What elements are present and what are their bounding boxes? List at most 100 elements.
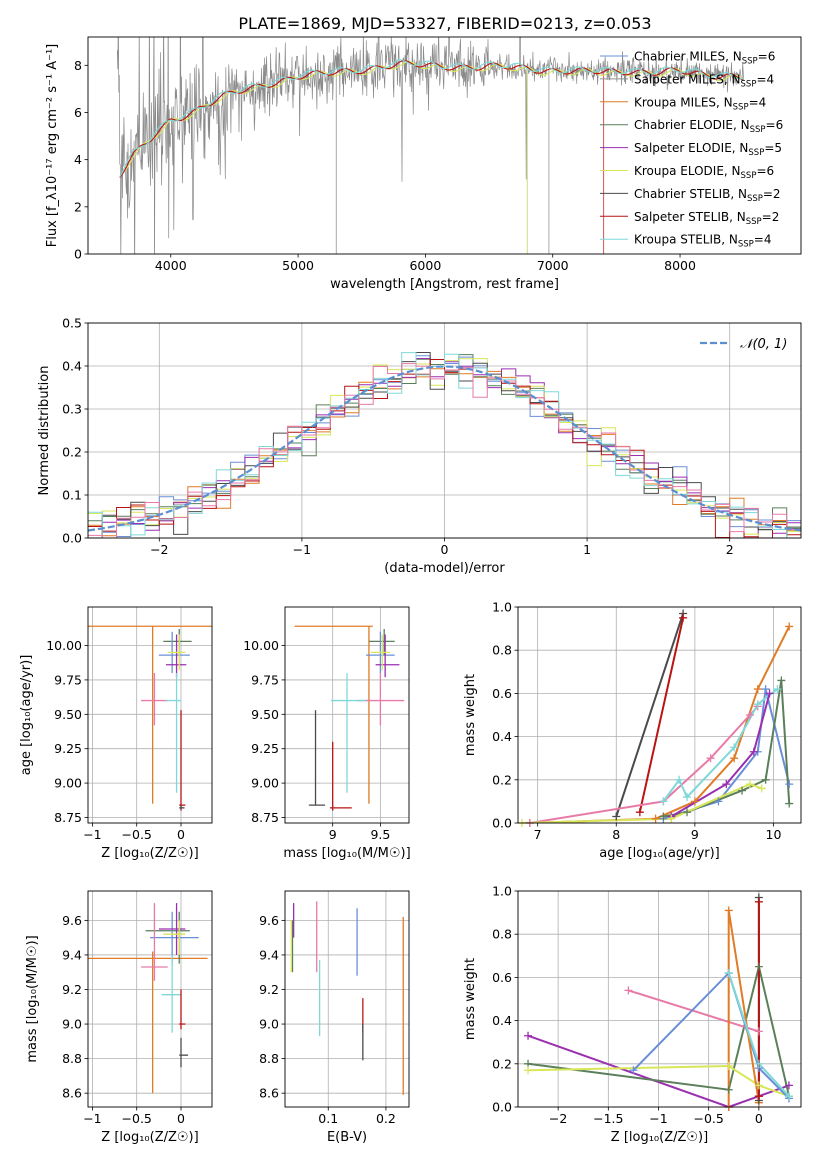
y-tick-label: 0.8 (492, 643, 512, 658)
weight-marker (706, 754, 715, 763)
legend-label: Chabrier ELODIE, NSSP=6 (634, 118, 783, 135)
panel-mass_vs_ebv: 0.1 0.2 8.6 8.8 9.0 9.2 9.4 9.6 E(B-V) (259, 890, 410, 1145)
weight-marker (784, 1092, 793, 1101)
y-tick-label: 8.75 (54, 810, 82, 825)
weight-marker (629, 1066, 638, 1075)
y-tick-label: 0.3 (62, 402, 82, 417)
legend-label: Chabrier MILES, NSSP=6 (634, 50, 775, 67)
y-tick-label: 0.0 (492, 816, 512, 831)
weight-series (638, 617, 685, 813)
y-axis-label: age [log₁₀(age/yr)] (19, 655, 34, 776)
weight-marker (722, 780, 731, 789)
weight-marker (757, 784, 766, 793)
y-tick-label: 9.50 (251, 707, 279, 722)
x-tick-label: 8000 (664, 258, 696, 273)
weight-marker (683, 808, 692, 817)
x-axis-label: Z [log₁₀(Z/Z☉)] (101, 846, 198, 861)
axes-frame (87, 606, 213, 824)
y-tick-label: 9.50 (54, 707, 82, 722)
y-tick-label: 10.00 (243, 638, 279, 653)
weight-marker (784, 1081, 793, 1090)
legend-label: Salpeter STELIB, NSSP=2 (634, 210, 779, 227)
plot-area (88, 903, 208, 1094)
y-tick-label: 8.6 (62, 1086, 82, 1101)
histogram-series (88, 363, 801, 538)
weight-marker (624, 986, 633, 995)
weight-marker (730, 743, 739, 752)
legend-label: 𝒩(0, 1) (740, 337, 787, 352)
weight-marker (714, 797, 723, 806)
weight-series (670, 693, 771, 818)
legend-label: Kroupa STELIB, NSSP=4 (634, 233, 772, 250)
x-tick-label: 0 (177, 827, 185, 842)
y-tick-label: 9.2 (62, 982, 82, 997)
axes-frame (284, 606, 410, 824)
x-tick-label: 6000 (409, 258, 441, 273)
y-tick-label: 0.2 (492, 1056, 512, 1071)
legend-label: Salpeter ELODIE, NSSP=5 (634, 141, 782, 158)
y-tick-label: 0.6 (492, 686, 512, 701)
weight-marker (785, 799, 794, 808)
weight-marker (667, 814, 676, 823)
y-tick-label: 8 (74, 58, 82, 73)
y-tick-label: 0.4 (492, 1013, 512, 1028)
weight-marker (651, 814, 660, 823)
weight-series (521, 783, 763, 823)
x-axis-label: age [log₁₀(age/yr)] (599, 846, 720, 861)
y-tick-label: 0.0 (492, 1100, 512, 1115)
y-tick-label: 9.0 (62, 1017, 82, 1032)
panel-age_vs_mass: 9 9.5 8.75 9.00 9.25 9.50 9.75 10.00 mass [log₁₀… (243, 606, 411, 861)
axes-frame (87, 36, 802, 255)
y-axis-label: mass weight (463, 674, 478, 756)
y-tick-label: 6 (74, 105, 82, 120)
y-tick-label: 0.0 (62, 531, 82, 546)
x-tick-label: 7000 (537, 258, 569, 273)
x-axis-label: E(B-V) (327, 1130, 367, 1145)
axes-frame (87, 890, 213, 1108)
y-tick-label: 0.4 (492, 729, 512, 744)
weight-marker (724, 969, 733, 978)
weight-marker (777, 676, 786, 685)
weight-series (527, 1064, 790, 1098)
x-tick-label: 0.1 (318, 1111, 338, 1126)
panel-mass_vs_Z: −1 −0.5 0 8.6 8.8 9.0 9.2 9.4 9.6 Z [log₁₀(Z/Z☉)]… (25, 890, 213, 1145)
weight-marker (753, 685, 762, 694)
y-tick-label: 0 (74, 247, 82, 262)
x-tick-label: 0.2 (376, 1111, 396, 1126)
weight-marker (745, 780, 754, 789)
y-axis-label: Flux [f_λ10⁻¹⁷ erg cm⁻² s⁻¹ A⁻¹] (45, 44, 60, 248)
y-tick-label: 9.4 (62, 947, 82, 962)
plot-area (116, 37, 745, 254)
y-tick-label: 0.2 (62, 445, 82, 460)
x-tick-label: 9.5 (370, 827, 390, 842)
y-tick-label: 0.6 (492, 970, 512, 985)
weight-marker (524, 1066, 533, 1075)
panel-weight_vs_Z: −2 −1.5 −1 −0.5 0 0.0 0.2 0.4 0.6 0.8 1.0 Z [log₁₀(… (463, 884, 802, 1145)
panel-age_vs_Z: −1 −0.5 0 8.75 9.00 9.25 9.50 9.75 10.00 Z [log₁₀… (19, 606, 213, 861)
y-axis-label: mass [log₁₀(M/M☉)] (25, 935, 40, 1062)
weight-marker (724, 1061, 733, 1070)
weight-marker (754, 1059, 763, 1068)
x-tick-label: 9 (691, 827, 699, 842)
x-axis-label: Z [log₁₀(Z/Z☉)] (101, 1130, 198, 1145)
y-tick-label: 9.4 (259, 947, 279, 962)
legend-label: Chabrier STELIB, NSSP=2 (634, 187, 781, 204)
y-tick-label: 1.0 (492, 600, 512, 615)
x-axis-label: Z [log₁₀(Z/Z☉)] (611, 1130, 708, 1145)
x-tick-label: 1 (583, 542, 591, 557)
histogram-series (88, 352, 801, 538)
weight-marker (754, 1081, 763, 1090)
x-tick-label: −1 (649, 1111, 667, 1126)
panel-residuals: −2 −1 0 1 2 0.0 0.1 0.2 0.3 0.4 0.5 (data-model)/er… (37, 316, 802, 576)
y-tick-label: 9.00 (251, 776, 279, 791)
weight-marker (754, 962, 763, 971)
y-tick-label: 0.1 (62, 488, 82, 503)
normal-curve (88, 365, 801, 532)
weight-marker (724, 1085, 733, 1094)
weight-marker (754, 1092, 763, 1101)
y-tick-label: 10.00 (46, 638, 82, 653)
weight-marker (754, 1027, 763, 1036)
axes-frame (517, 890, 802, 1108)
y-tick-label: 9.00 (54, 776, 82, 791)
